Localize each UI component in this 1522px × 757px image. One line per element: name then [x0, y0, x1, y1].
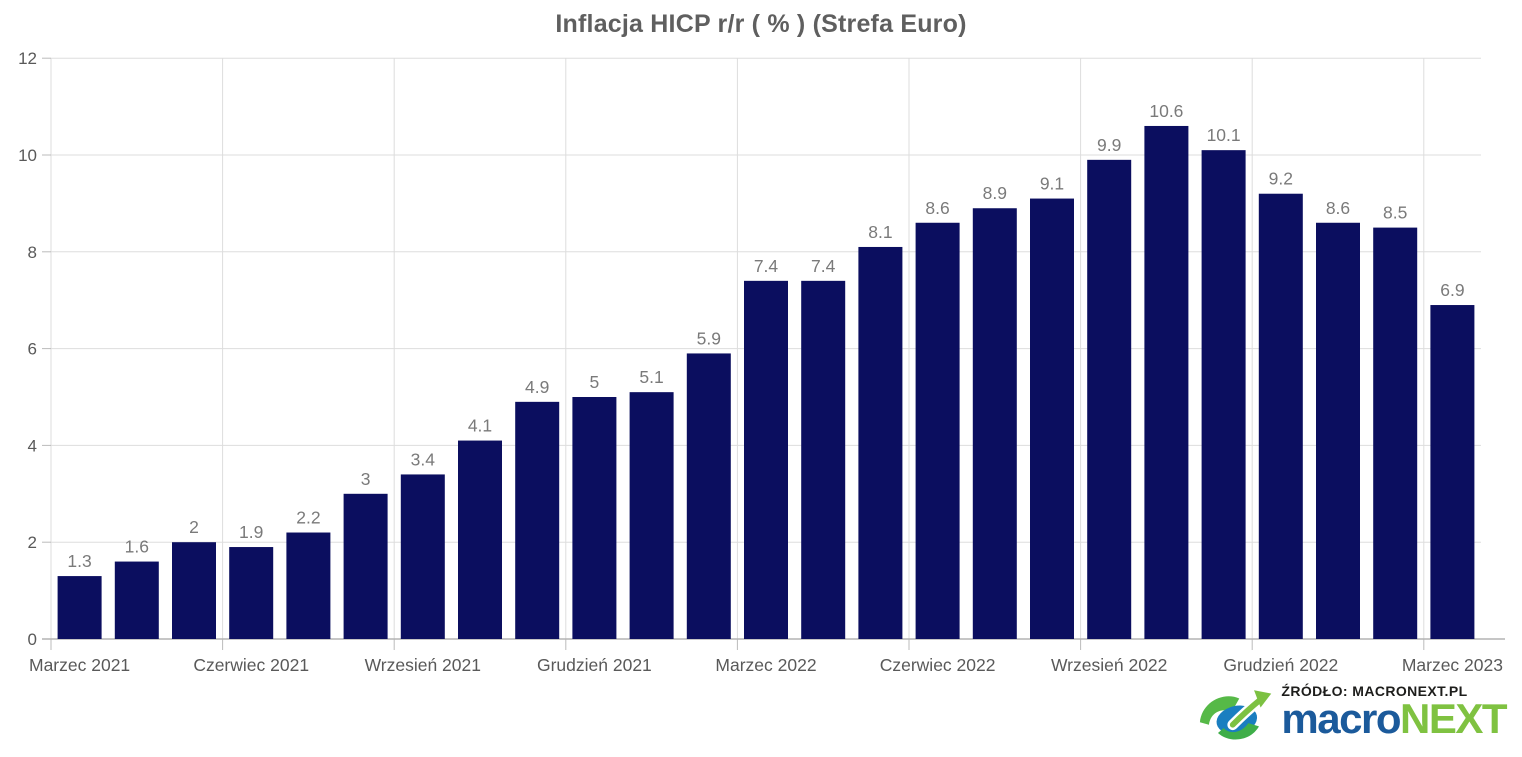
- bar-value-label: 5.9: [697, 328, 721, 348]
- bar-value-label: 1.3: [67, 551, 91, 571]
- bar-value-label: 1.9: [239, 522, 263, 542]
- bar-value-label: 2: [189, 517, 199, 537]
- bar-value-label: 8.6: [925, 198, 949, 218]
- logo-arrow-head: [1254, 690, 1272, 708]
- bar-value-label: 9.2: [1269, 169, 1293, 189]
- macronext-wordmark: macroNEXT: [1281, 698, 1507, 740]
- bar-value-label: 3: [361, 469, 371, 489]
- x-tick-label: Grudzień 2022: [1223, 655, 1338, 675]
- bar: [172, 542, 216, 639]
- bar-value-label: 5.1: [639, 367, 663, 387]
- bar-value-label: 6.9: [1440, 280, 1464, 300]
- bar: [343, 493, 388, 639]
- bar: [1030, 198, 1074, 639]
- bar: [1430, 305, 1475, 639]
- bar: [1258, 193, 1303, 639]
- logo-swoosh-bottom: [1218, 723, 1260, 740]
- bar: [229, 547, 274, 639]
- x-tick-label: Marzec 2022: [715, 655, 816, 675]
- bar-value-label: 7.4: [811, 256, 836, 276]
- bar-value-label: 1.6: [125, 537, 149, 557]
- x-tick-label: Wrzesień 2021: [365, 655, 481, 675]
- wordmark-next: NEXT: [1399, 695, 1508, 742]
- bar: [801, 280, 846, 639]
- y-tick-label: 2: [28, 533, 37, 552]
- bar: [744, 280, 788, 639]
- x-tick-label: Grudzień 2021: [537, 655, 652, 675]
- bar-value-label: 10.1: [1207, 125, 1241, 145]
- bar: [1144, 125, 1189, 639]
- brand-footer: ŹRÓDŁO: MACRONEXT.PL macroNEXT: [1195, 682, 1508, 752]
- bar-value-label: 10.6: [1149, 101, 1183, 121]
- x-tick-label: Czerwiec 2021: [193, 655, 309, 675]
- bar: [858, 246, 903, 639]
- bar: [629, 392, 674, 639]
- bar-value-label: 8.5: [1383, 203, 1407, 223]
- source-attribution: ŹRÓDŁO: MACRONEXT.PL: [1281, 683, 1468, 699]
- bar-value-label: 8.9: [983, 183, 1007, 203]
- bar: [458, 440, 502, 639]
- bar: [286, 532, 331, 639]
- bar-value-label: 8.6: [1326, 198, 1350, 218]
- bar: [686, 353, 731, 639]
- bar-value-label: 8.1: [868, 222, 892, 242]
- y-tick-label: 0: [28, 630, 37, 649]
- bar: [972, 208, 1017, 640]
- bar: [400, 474, 445, 639]
- chart-title: Inflacja HICP r/r ( % ) (Strefa Euro): [555, 10, 967, 38]
- bar: [515, 401, 560, 639]
- bar-value-label: 9.1: [1040, 174, 1064, 194]
- bar-value-label: 2.2: [296, 508, 320, 528]
- y-tick-label: 8: [28, 243, 37, 262]
- bar: [1316, 222, 1360, 639]
- wordmark-macro: macro: [1281, 695, 1401, 742]
- bar-value-label: 4.1: [468, 416, 492, 436]
- y-tick-label: 10: [18, 146, 37, 165]
- bar-chart: 0 2 4 6 8 10 12 1.3 1.6 2 1.9 2.2 3 3.4 4.1 4.9 5 5.1 5.9 7…: [18, 49, 1505, 675]
- bar: [1373, 227, 1418, 639]
- bar-value-label: 7.4: [754, 256, 779, 276]
- bar-value-label: 4.9: [525, 377, 549, 397]
- bar-value-label: 5: [590, 372, 600, 392]
- logo-arrow-shaft: [1230, 697, 1264, 728]
- bar: [1201, 150, 1246, 639]
- x-tick-label: Marzec 2021: [29, 655, 130, 675]
- brand-text-block: ŹRÓDŁO: MACRONEXT.PL macroNEXT: [1281, 682, 1507, 740]
- y-tick-label: 4: [28, 436, 37, 455]
- y-tick-label: 6: [28, 340, 37, 359]
- bar-value-label: 9.9: [1097, 135, 1121, 155]
- x-tick-label: Wrzesień 2022: [1051, 655, 1167, 675]
- x-tick-label: Czerwiec 2022: [880, 655, 996, 675]
- x-tick-label: Marzec 2023: [1402, 655, 1503, 675]
- bar: [57, 576, 102, 639]
- y-tick-label: 12: [18, 49, 37, 68]
- bar: [1087, 159, 1132, 639]
- bar-value-label: 3.4: [411, 449, 436, 469]
- macronext-logo-icon: [1200, 690, 1272, 740]
- logo-swoosh-top: [1200, 696, 1240, 725]
- bar: [114, 561, 159, 639]
- bar: [572, 397, 617, 639]
- bar: [915, 222, 960, 639]
